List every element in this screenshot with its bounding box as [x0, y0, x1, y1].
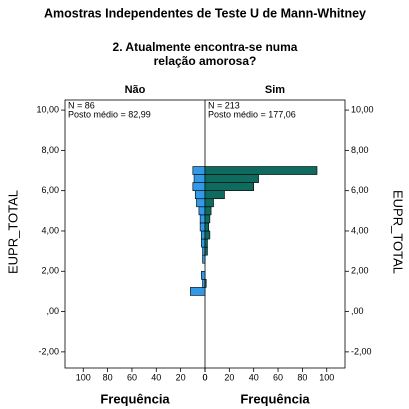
- bar: [198, 206, 206, 216]
- bar: [193, 174, 206, 183]
- y-tick-label: -2,00: [351, 346, 372, 356]
- bar: [204, 190, 225, 200]
- x-tick-label: 0: [202, 372, 207, 382]
- bar: [199, 222, 206, 232]
- bar: [192, 182, 206, 191]
- bar: [190, 287, 206, 296]
- y-tick-label: 10,00: [351, 104, 374, 114]
- bar: [204, 246, 208, 256]
- bar: [202, 254, 206, 264]
- chart-subtitle: relação amorosa?: [154, 54, 257, 68]
- chart-title: Amostras Independentes de Teste U de Man…: [44, 6, 366, 20]
- y-tick-label: 4,00: [41, 225, 59, 235]
- annotation: Posto médio = 177,06: [208, 109, 296, 119]
- y-tick-label: 4,00: [351, 225, 369, 235]
- bar: [199, 214, 206, 224]
- bar: [204, 279, 207, 288]
- x-axis-label: Frequência: [100, 391, 170, 406]
- y-axis-label: EUPR_TOTAL: [391, 190, 406, 274]
- panel-label: Não: [125, 84, 146, 96]
- annotation: Posto médio = 82,99: [68, 109, 151, 119]
- bar: [201, 238, 206, 248]
- x-tick-label: 60: [127, 372, 137, 382]
- bar: [204, 174, 259, 183]
- x-tick-label: 40: [249, 372, 259, 382]
- y-tick-label: 6,00: [351, 185, 369, 195]
- x-tick-label: 20: [224, 372, 234, 382]
- y-tick-label: ,00: [351, 306, 364, 316]
- y-tick-label: 6,00: [41, 185, 59, 195]
- bar: [202, 279, 206, 288]
- x-axis-label: Frequência: [240, 391, 310, 406]
- y-tick-label: ,00: [46, 306, 59, 316]
- x-tick-label: 20: [176, 372, 186, 382]
- annotation: N = 213: [208, 100, 240, 110]
- chart-subtitle: 2. Atualmente encontra-se numa: [113, 40, 298, 54]
- bar: [194, 190, 206, 200]
- bar: [204, 182, 254, 191]
- bar: [204, 206, 212, 216]
- x-tick-label: 100: [319, 372, 334, 382]
- x-tick-label: 40: [151, 372, 161, 382]
- x-tick-label: 100: [76, 372, 91, 382]
- x-tick-label: 80: [103, 372, 113, 382]
- y-tick-label: -2,00: [38, 346, 59, 356]
- bar: [204, 214, 211, 224]
- panel-label: Sim: [265, 84, 285, 96]
- annotation: N = 86: [68, 100, 95, 110]
- y-tick-label: 2,00: [41, 266, 59, 276]
- y-tick-label: 2,00: [351, 266, 369, 276]
- bar: [192, 166, 206, 175]
- x-tick-label: 60: [273, 372, 283, 382]
- bar: [201, 230, 206, 240]
- bar: [204, 198, 214, 208]
- x-tick-label: 0: [202, 372, 207, 382]
- bar: [202, 246, 206, 256]
- bar: [204, 238, 208, 248]
- y-tick-label: 8,00: [351, 145, 369, 155]
- y-tick-label: 10,00: [36, 104, 59, 114]
- bar: [196, 198, 206, 208]
- bar: [204, 222, 209, 232]
- bar: [201, 270, 206, 280]
- y-tick-label: 8,00: [41, 145, 59, 155]
- x-tick-label: 80: [297, 372, 307, 382]
- y-axis-label: EUPR_TOTAL: [5, 190, 20, 274]
- bar: [204, 166, 318, 175]
- bar: [204, 230, 211, 240]
